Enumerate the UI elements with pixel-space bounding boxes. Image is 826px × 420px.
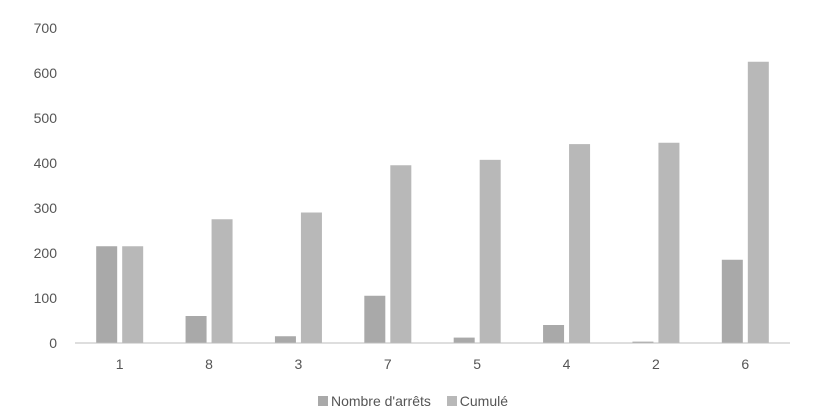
bar-cumule-8 [211, 219, 233, 343]
x-axis: 1 8 3 7 5 4 2 6 [116, 356, 750, 372]
legend-swatch-nombre-arrets [317, 396, 328, 406]
bar-nombre-arrets-8 [185, 316, 207, 343]
x-tick-label: 4 [563, 356, 571, 372]
legend-swatch-cumule [446, 396, 457, 406]
bar-cumule-7 [390, 165, 412, 343]
bar-cumule-3 [300, 212, 322, 343]
x-tick-label: 2 [652, 356, 660, 372]
x-tick-label: 1 [116, 356, 124, 372]
bar-nombre-arrets-4 [543, 325, 565, 343]
bar-chart: 0 100 200 300 400 500 600 700 1 8 3 7 5 4 2 6 [34, 20, 790, 372]
bar-cumule-1 [122, 246, 144, 343]
x-tick-label: 3 [295, 356, 303, 372]
y-tick-label: 600 [34, 65, 58, 81]
x-tick-label: 6 [741, 356, 749, 372]
legend-label-nombre-arrets: Nombre d'arrêts [330, 393, 431, 409]
legend-item-cumule: Cumulé [446, 393, 509, 409]
bar-cumule-2 [658, 142, 680, 343]
legend-label-cumule: Cumulé [459, 393, 509, 409]
y-tick-label: 200 [34, 245, 58, 261]
x-tick-label: 8 [205, 356, 213, 372]
y-tick-label: 0 [49, 335, 57, 351]
bar-nombre-arrets-1 [96, 246, 118, 343]
legend-item-nombre-arrets: Nombre d'arrêts [317, 393, 431, 409]
bar-nombre-arrets-6 [721, 259, 743, 343]
x-tick-label: 7 [384, 356, 392, 372]
legend: Nombre d'arrêts Cumulé [0, 393, 826, 409]
bar-cumule-4 [569, 144, 591, 343]
x-tick-label: 5 [473, 356, 481, 372]
y-tick-label: 700 [34, 20, 58, 36]
bar-nombre-arrets-7 [364, 295, 386, 343]
y-tick-label: 100 [34, 290, 58, 306]
bar-nombre-arrets-2 [632, 341, 654, 343]
bar-cumule-6 [747, 61, 769, 343]
bar-cumule-5 [479, 159, 501, 343]
bar-nombre-arrets-3 [274, 336, 296, 343]
y-axis: 0 100 200 300 400 500 600 700 [34, 20, 58, 351]
y-tick-label: 500 [34, 110, 58, 126]
y-tick-label: 300 [34, 200, 58, 216]
y-tick-label: 400 [34, 155, 58, 171]
bars [96, 61, 769, 343]
bar-nombre-arrets-5 [453, 337, 475, 343]
